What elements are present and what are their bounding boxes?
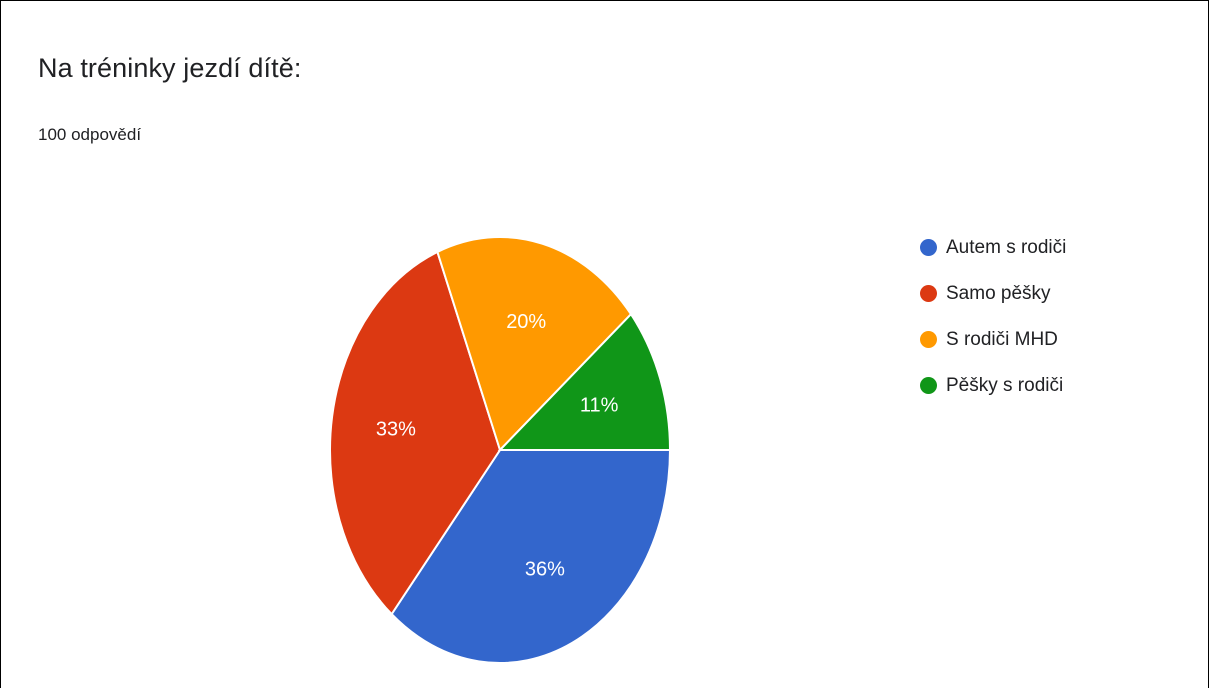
response-count: 100 odpovědí (38, 125, 142, 144)
pie-slice-2[interactable] (436, 236, 633, 452)
pie-slice-3[interactable] (497, 312, 672, 451)
legend-item-autem-s-rodici[interactable]: Autem s rodiči (920, 235, 1066, 260)
legend-item-pesky-s-rodici[interactable]: Pěšky s rodiči (920, 373, 1066, 398)
pie-slice-label-0: 36% (525, 558, 565, 580)
legend-label: Pěšky s rodiči (946, 374, 1064, 396)
chart-legend: Autem s rodiči Samo pěšky S rodiči MHD P… (920, 235, 1066, 419)
pie-slice-0[interactable] (390, 449, 672, 664)
pie-slice-label-3: 11% (580, 394, 619, 416)
legend-item-s-rodici-mhd[interactable]: S rodiči MHD (920, 327, 1066, 352)
pie-slice-1[interactable] (329, 250, 502, 616)
legend-label: Samo pěšky (946, 282, 1051, 304)
legend-item-samo-pesky[interactable]: Samo pěšky (920, 281, 1066, 306)
legend-label: S rodiči MHD (946, 328, 1058, 350)
legend-swatch (920, 285, 937, 302)
legend-label: Autem s rodiči (946, 236, 1067, 258)
legend-swatch (920, 239, 937, 256)
legend-swatch (920, 377, 937, 394)
pie-slice-label-1: 33% (376, 418, 416, 440)
pie-slice-label-2: 20% (506, 311, 546, 333)
chart-title: Na tréninky jezdí dítě: (38, 53, 302, 83)
legend-swatch (920, 331, 937, 348)
